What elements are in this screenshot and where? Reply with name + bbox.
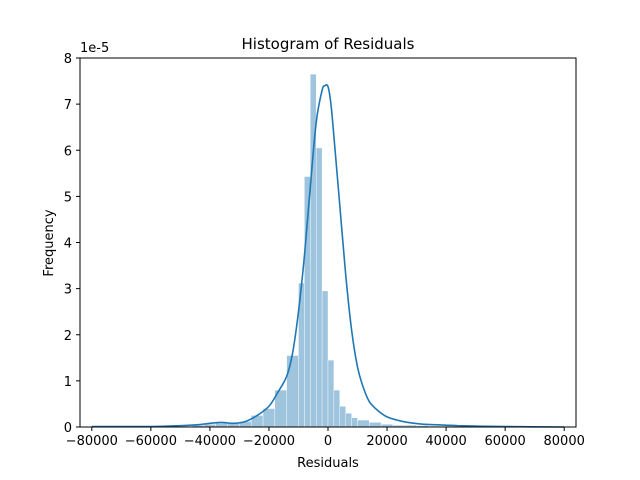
x-tick-label: −80000 [66, 434, 118, 449]
x-axis-ticks: −80000 −60000 −40000 −20000 0 20000 40000 60000… [66, 427, 585, 449]
y-tick-label: 8 [64, 52, 72, 67]
histogram-bar [327, 359, 335, 428]
y-tick-label: 1 [64, 375, 72, 390]
x-tick-label: 40000 [425, 434, 466, 449]
y-tick-label: 5 [64, 190, 72, 205]
histogram-bar [339, 406, 346, 428]
y-tick-label: 7 [64, 98, 72, 113]
y-tick-label: 0 [64, 421, 72, 436]
histogram-bar [369, 422, 382, 428]
y-axis-label: Frequency [42, 209, 57, 276]
histogram-bar [345, 412, 352, 428]
y-tick-label: 2 [64, 329, 72, 344]
histogram-bar [351, 417, 358, 428]
histogram-bar [321, 290, 329, 428]
x-tick-label: −60000 [125, 434, 177, 449]
kde-line [91, 83, 565, 428]
histogram-bar [262, 408, 276, 428]
x-tick-label: 0 [324, 434, 332, 449]
x-tick-label: 60000 [484, 434, 525, 449]
x-tick-label: 20000 [366, 434, 407, 449]
chart-title: Histogram of Residuals [242, 35, 415, 53]
histogram-bar [315, 147, 323, 428]
x-tick-label: −40000 [184, 434, 236, 449]
y-tick-label: 4 [64, 237, 72, 252]
x-axis-label: Residuals [297, 456, 359, 471]
kde-curve-layer [91, 83, 565, 428]
y-axis-offset-label: 1e-5 [80, 41, 109, 56]
y-tick-label: 3 [64, 283, 72, 298]
x-tick-label: 80000 [544, 434, 585, 449]
y-axis-ticks: 0 1 2 3 4 5 6 7 8 [64, 52, 80, 436]
histogram-bar [215, 423, 228, 428]
x-tick-label: −20000 [243, 434, 295, 449]
histogram-bar [286, 355, 299, 428]
y-tick-label: 6 [64, 144, 72, 159]
histogram-bar [333, 389, 341, 428]
histogram-bar [357, 419, 370, 428]
